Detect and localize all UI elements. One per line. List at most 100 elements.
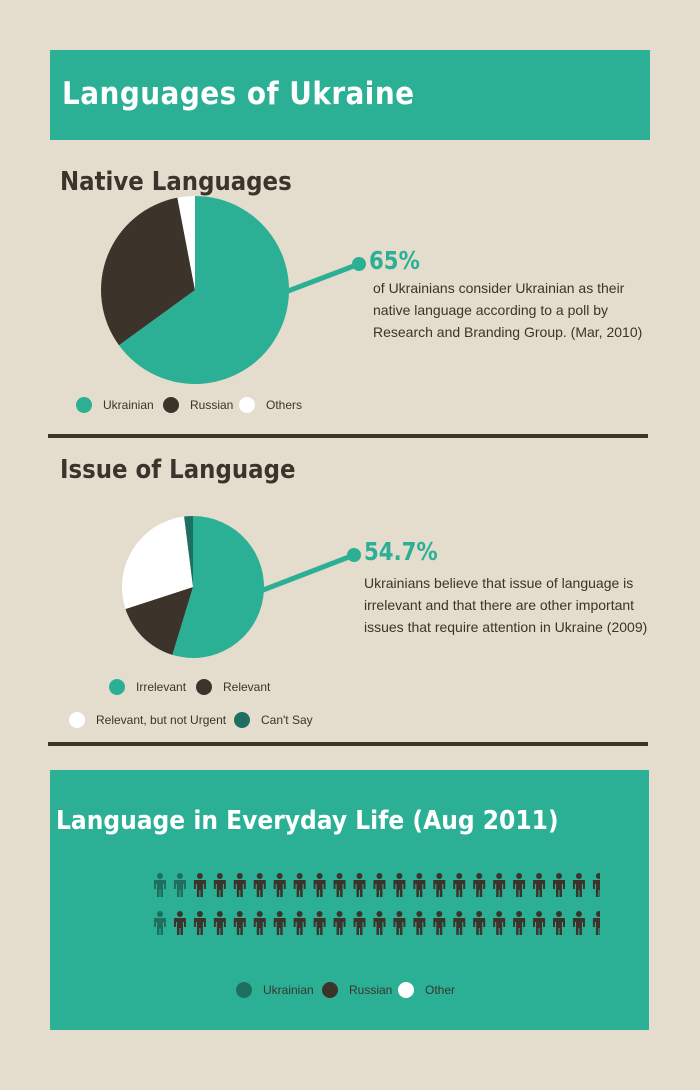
person-icon <box>513 911 526 935</box>
pie-slice-irrelevant <box>172 516 264 658</box>
pie-slice-ukrainian <box>118 196 290 385</box>
person-icon <box>553 873 565 897</box>
person-icon <box>353 911 366 935</box>
person-icon <box>233 911 246 935</box>
pie-slice-relevant <box>125 587 193 655</box>
person-icon <box>173 911 186 935</box>
legend-swatch <box>76 397 92 413</box>
legend-others: Others <box>239 397 302 413</box>
person-icon <box>393 911 406 935</box>
legend-swatch <box>236 982 252 998</box>
person-icon <box>493 873 506 897</box>
pie-slice-can-t-say <box>184 516 193 587</box>
legend-swatch <box>163 397 179 413</box>
legend-swatch <box>109 679 125 695</box>
legend-ev-ukrainian: Ukrainian <box>236 982 314 998</box>
native-heading: Native Languages <box>60 167 292 197</box>
person-icon <box>393 873 406 897</box>
person-icon <box>313 911 326 935</box>
legend-label: Can't Say <box>261 713 313 727</box>
issue-callout-line <box>255 548 361 595</box>
person-icon <box>313 873 326 897</box>
person-icon <box>592 873 600 897</box>
person-icon <box>533 911 546 935</box>
person-icon <box>193 911 206 935</box>
legend-irrelevant: Irrelevant <box>109 679 186 695</box>
native-description: of Ukrainians consider Ukrainian as thei… <box>373 280 643 340</box>
person-icon <box>473 911 486 935</box>
person-icon <box>433 911 446 935</box>
pie-slice-russian <box>101 197 195 346</box>
issue-heading: Issue of Language <box>60 455 296 485</box>
legend-label: Relevant, but not Urgent <box>96 713 227 727</box>
person-icon <box>572 911 585 935</box>
person-icon <box>273 873 286 897</box>
person-icon <box>373 911 386 935</box>
legend-label: Others <box>266 398 303 412</box>
legend-swatch <box>239 397 255 413</box>
section-divider <box>48 742 648 746</box>
legend-ukrainian: Ukrainian <box>76 397 154 413</box>
person-icon <box>513 873 526 897</box>
legend-label: Irrelevant <box>136 680 187 694</box>
legend-relevant: Relevant <box>196 679 270 695</box>
title-banner: Languages of Ukraine <box>50 50 650 140</box>
person-icon <box>213 873 226 897</box>
native-stat: 65% <box>369 246 420 275</box>
legend-ev-other: Other <box>398 982 455 998</box>
page-title: Languages of Ukraine <box>62 76 415 112</box>
person-icon <box>493 911 506 935</box>
person-icon <box>453 873 466 897</box>
legend-swatch <box>196 679 212 695</box>
legend-ev-russian: Russian <box>322 982 392 998</box>
person-icon <box>533 873 546 897</box>
person-icon <box>333 911 346 935</box>
person-icon <box>293 873 306 897</box>
person-icon <box>273 911 286 935</box>
person-icon <box>233 873 246 897</box>
legend-label: Russian <box>349 983 393 997</box>
legend-russian: Russian <box>163 397 233 413</box>
issue-of-language-pie <box>121 516 264 658</box>
legend-label: Russian <box>190 398 234 412</box>
person-icon <box>173 873 186 897</box>
issue-stat: 54.7% <box>364 537 438 566</box>
person-icon <box>373 873 386 897</box>
person-icon <box>293 911 306 935</box>
everyday-heading: Language in Everyday Life (Aug 2011) <box>56 806 559 836</box>
issue-description: Ukrainians believe that issue of languag… <box>364 575 648 635</box>
person-icon <box>193 873 206 897</box>
legend-swatch <box>234 712 250 728</box>
person-icon <box>154 911 166 935</box>
people-pictogram <box>154 873 600 935</box>
section-divider <box>48 434 648 438</box>
person-icon <box>154 873 166 897</box>
legend-label: Other <box>425 983 456 997</box>
person-icon <box>453 911 466 935</box>
legend-swatch <box>398 982 414 998</box>
person-icon <box>353 873 366 897</box>
legend-swatch <box>322 982 338 998</box>
person-icon <box>572 873 585 897</box>
person-icon <box>413 911 426 935</box>
everyday-panel: Language in Everyday Life (Aug 2011) Ukr… <box>50 770 649 1030</box>
native-languages-pie <box>101 196 290 385</box>
person-icon <box>333 873 346 897</box>
legend-label: Ukrainian <box>263 983 314 997</box>
legend-label: Relevant <box>223 680 271 694</box>
person-icon <box>592 911 600 935</box>
person-icon <box>473 873 486 897</box>
legend-cant-say: Can't Say <box>234 712 313 728</box>
person-icon <box>433 873 446 897</box>
person-icon <box>553 911 565 935</box>
person-icon <box>413 873 426 897</box>
legend-swatch <box>69 712 85 728</box>
person-icon <box>253 873 266 897</box>
legend-label: Ukrainian <box>103 398 154 412</box>
native-callout-line <box>272 257 366 299</box>
legend-relevant-not-urgent: Relevant, but not Urgent <box>69 712 226 728</box>
pie-slice-others <box>177 196 195 290</box>
pie-slice-relevant-but-not-urgent <box>121 516 193 609</box>
person-icon <box>213 911 226 935</box>
person-icon <box>253 911 266 935</box>
